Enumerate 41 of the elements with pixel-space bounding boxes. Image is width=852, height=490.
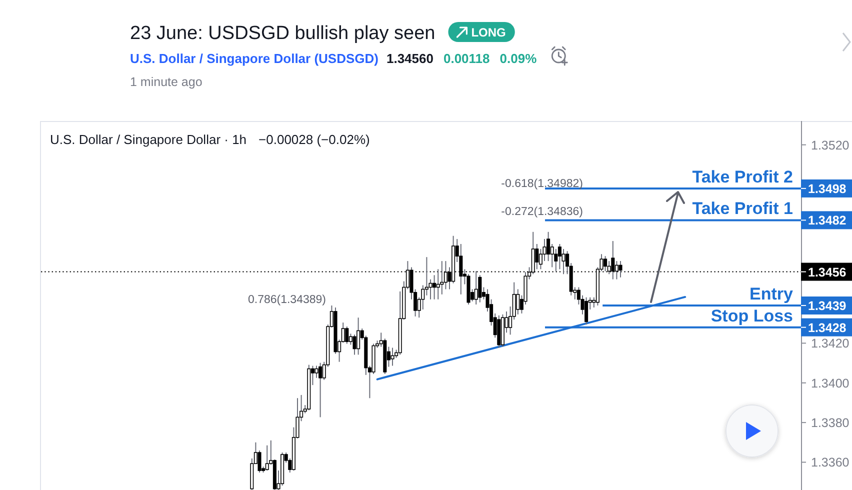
- ref-line-label: Entry: [750, 284, 794, 304]
- y-tick-label: 1.3380: [811, 416, 850, 430]
- y-tick-label: 1.3520: [811, 138, 850, 152]
- chart-subtitle: U.S. Dollar / Singapore Dollar (USDSGD): [130, 51, 378, 66]
- candlestick: [604, 256, 608, 272]
- annotation: −0.00028 (−0.02%): [258, 132, 370, 147]
- candlestick: [535, 244, 539, 270]
- y-tick-label: 1.3420: [811, 336, 850, 351]
- y-tick-label: 1.3400: [811, 376, 850, 390]
- ref-line-label: Stop Loss: [710, 306, 793, 326]
- ref-line-label: Take Profit 2: [692, 167, 793, 186]
- candlestick: [258, 450, 262, 474]
- ref-line-label: Take Profit 1: [692, 199, 793, 218]
- candlestick: [478, 274, 482, 303]
- candlestick: [562, 248, 566, 275]
- annotation: -0.618(1.34982): [501, 178, 584, 190]
- text: 0.00118: [443, 51, 490, 66]
- text: 1.34560: [386, 51, 434, 66]
- y-tick-label: 1.3439: [808, 299, 846, 313]
- candlestick: [356, 317, 360, 356]
- y-tick-label: 1.3428: [808, 320, 846, 335]
- candlestick: [558, 244, 562, 270]
- candlestick: [584, 296, 588, 326]
- text: LONG: [471, 26, 506, 40]
- candlestick: [318, 362, 322, 418]
- annotation: U.S. Dollar / Singapore Dollar · 1h: [50, 132, 247, 147]
- y-tick-label: 1.3498: [808, 182, 846, 196]
- candlestick: [345, 326, 349, 344]
- candlestick: [390, 347, 394, 366]
- annotation: -0.272(1.34836): [501, 206, 584, 218]
- candlestick: [314, 365, 318, 378]
- y-tick-label: 1.3456: [808, 265, 846, 280]
- candlestick: [352, 334, 356, 356]
- candlestick: [516, 288, 520, 315]
- text: 1 minute ago: [130, 75, 202, 89]
- annotation: 0.786(1.34389): [248, 294, 326, 306]
- chart-title: 23 June: USDSGD bullish play seen: [130, 23, 436, 44]
- y-tick-label: 1.3360: [811, 456, 850, 470]
- y-tick-label: 1.3482: [808, 214, 846, 228]
- candlestick: [265, 444, 269, 472]
- text: 0.09%: [500, 51, 538, 66]
